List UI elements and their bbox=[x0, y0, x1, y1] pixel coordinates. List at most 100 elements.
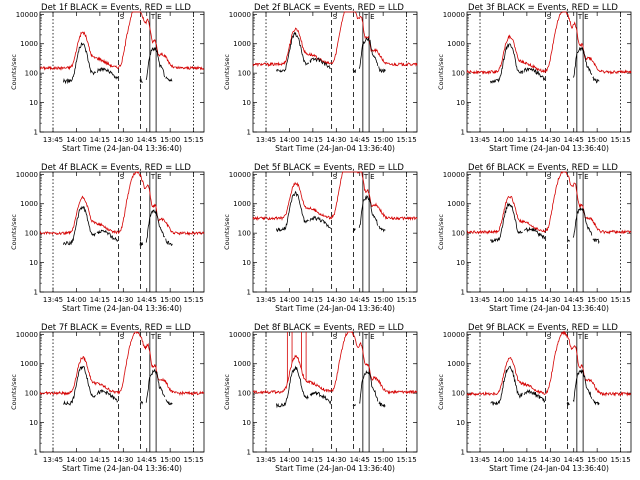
marker-letter: S bbox=[120, 13, 125, 21]
y-tick-label: 100 bbox=[452, 70, 465, 78]
x-tick-label: 14:30 bbox=[540, 296, 560, 304]
y-tick-label: 10 bbox=[29, 259, 38, 267]
marker-letter: S bbox=[333, 333, 338, 341]
y-tick-label: 1 bbox=[461, 289, 465, 297]
x-tick-label: 14:00 bbox=[493, 456, 513, 464]
x-tick-label: 14:15 bbox=[517, 136, 537, 144]
x-tick-label: 13:45 bbox=[256, 456, 276, 464]
y-tick-label: 1000 bbox=[447, 40, 465, 48]
series-line-lld bbox=[252, 11, 418, 68]
x-tick-label: 14:45 bbox=[350, 296, 370, 304]
series-line-lld bbox=[39, 11, 205, 71]
x-tick-label: 15:00 bbox=[373, 296, 393, 304]
x-tick-label: 14:15 bbox=[303, 296, 323, 304]
y-tick-label: 100 bbox=[238, 230, 251, 238]
x-tick-label: 15:15 bbox=[183, 136, 203, 144]
x-axis-label: Start Time (24-Jan-04 13:36:40) bbox=[275, 304, 395, 313]
x-axis-label: Start Time (24-Jan-04 13:36:40) bbox=[275, 464, 395, 473]
y-tick-label: 100 bbox=[452, 390, 465, 398]
series-line-lld bbox=[252, 171, 418, 221]
marker-letter: T bbox=[363, 173, 369, 181]
x-tick-label: 15:00 bbox=[587, 136, 607, 144]
y-tick-label: 1 bbox=[461, 129, 465, 137]
series-line-events bbox=[276, 365, 386, 409]
panel-title: Det 9f BLACK = Events, RED = LLD bbox=[468, 323, 618, 333]
x-tick-label: 14:45 bbox=[137, 456, 157, 464]
series-line-events bbox=[490, 42, 600, 84]
marker-letter: S bbox=[333, 173, 338, 181]
x-tick-label: 13:45 bbox=[256, 136, 276, 144]
detector-panel-4: Det 4f BLACK = Events, RED = LLD 1 10 100 10… bbox=[10, 163, 205, 313]
marker-letter: S bbox=[547, 333, 552, 341]
x-tick-label: 14:00 bbox=[66, 296, 86, 304]
x-tick-label: 14:45 bbox=[564, 456, 584, 464]
x-tick-label: 15:15 bbox=[610, 136, 630, 144]
y-axis-label: Counts/sec bbox=[437, 54, 445, 90]
x-tick-label: 13:45 bbox=[43, 136, 63, 144]
y-tick-label: 1 bbox=[247, 289, 251, 297]
y-tick-label: 10000 bbox=[16, 11, 38, 19]
plot-frame bbox=[466, 11, 632, 133]
x-axis-label: Start Time (24-Jan-04 13:36:40) bbox=[489, 304, 609, 313]
x-tick-label: 14:15 bbox=[90, 136, 110, 144]
y-tick-label: 1 bbox=[461, 449, 465, 457]
x-tick-label: 14:30 bbox=[326, 296, 346, 304]
y-tick-label: 10000 bbox=[16, 331, 38, 339]
detector-panel-7: Det 7f BLACK = Events, RED = LLD 1 10 100 10… bbox=[10, 323, 205, 473]
x-tick-label: 15:15 bbox=[610, 296, 630, 304]
marker-letter: E bbox=[370, 13, 374, 21]
x-tick-label: 15:00 bbox=[160, 296, 180, 304]
x-tick-label: 15:15 bbox=[396, 456, 416, 464]
x-tick-label: 15:00 bbox=[160, 136, 180, 144]
x-tick-label: 13:45 bbox=[43, 456, 63, 464]
plot-frame bbox=[466, 331, 632, 453]
marker-letter: E bbox=[370, 173, 374, 181]
x-tick-label: 13:45 bbox=[256, 296, 276, 304]
x-tick-label: 14:00 bbox=[493, 136, 513, 144]
x-tick-label: 14:00 bbox=[279, 456, 299, 464]
y-tick-label: 10 bbox=[29, 419, 38, 427]
marker-letter: T bbox=[150, 333, 156, 341]
series-line-events bbox=[490, 202, 600, 245]
y-tick-label: 1000 bbox=[447, 360, 465, 368]
x-axis-label: Start Time (24-Jan-04 13:36:40) bbox=[62, 304, 182, 313]
y-tick-label: 1000 bbox=[20, 360, 38, 368]
x-tick-label: 14:30 bbox=[113, 456, 133, 464]
detector-panel-8: Det 8f BLACK = Events, RED = LLD 1 10 100 10… bbox=[223, 323, 418, 473]
x-axis-label: Start Time (24-Jan-04 13:36:40) bbox=[489, 144, 609, 153]
y-tick-label: 100 bbox=[25, 230, 38, 238]
x-axis-label: Start Time (24-Jan-04 13:36:40) bbox=[62, 464, 182, 473]
y-tick-label: 1 bbox=[247, 449, 251, 457]
x-tick-label: 15:00 bbox=[160, 456, 180, 464]
x-tick-label: 14:30 bbox=[540, 136, 560, 144]
y-axis-label: Counts/sec bbox=[10, 54, 18, 90]
y-tick-label: 10000 bbox=[229, 331, 251, 339]
series-line-events bbox=[63, 42, 173, 85]
x-tick-label: 15:00 bbox=[373, 136, 393, 144]
marker-letter: S bbox=[547, 13, 552, 21]
x-tick-label: 14:00 bbox=[279, 136, 299, 144]
y-tick-label: 10 bbox=[456, 259, 465, 267]
y-tick-label: 1000 bbox=[233, 360, 251, 368]
x-tick-label: 14:15 bbox=[517, 456, 537, 464]
panel-title: Det 8f BLACK = Events, RED = LLD bbox=[254, 323, 404, 333]
x-axis-label: Start Time (24-Jan-04 13:36:40) bbox=[489, 464, 609, 473]
y-tick-label: 1000 bbox=[20, 200, 38, 208]
series-line-events bbox=[490, 365, 600, 406]
x-axis-label: Start Time (24-Jan-04 13:36:40) bbox=[62, 144, 182, 153]
marker-letter: S bbox=[333, 13, 338, 21]
x-tick-label: 15:15 bbox=[183, 296, 203, 304]
y-axis-label: Counts/sec bbox=[437, 214, 445, 250]
panel-title: Det 5f BLACK = Events, RED = LLD bbox=[254, 163, 404, 173]
series-line-lld bbox=[466, 171, 632, 235]
y-tick-label: 10000 bbox=[229, 11, 251, 19]
y-tick-label: 100 bbox=[25, 70, 38, 78]
x-tick-label: 14:00 bbox=[66, 456, 86, 464]
x-tick-label: 14:45 bbox=[137, 296, 157, 304]
panel-title: Det 7f BLACK = Events, RED = LLD bbox=[41, 323, 191, 333]
x-tick-label: 14:15 bbox=[517, 296, 537, 304]
detector-panel-2: Det 2f BLACK = Events, RED = LLD 1 10 100 10… bbox=[223, 3, 418, 153]
y-tick-label: 1 bbox=[34, 289, 38, 297]
marker-letter: E bbox=[370, 333, 374, 341]
